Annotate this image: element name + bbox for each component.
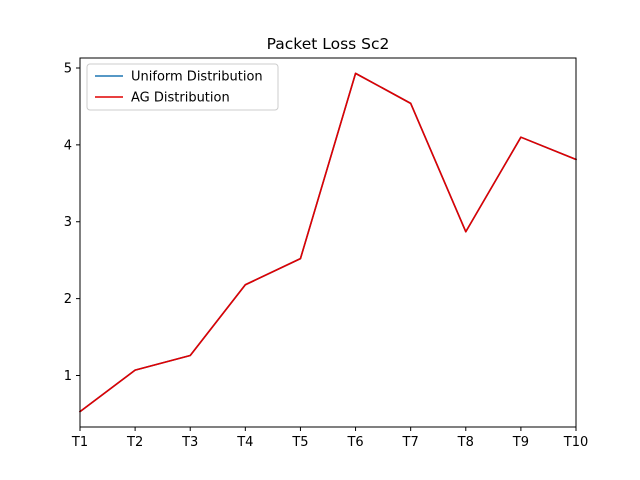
x-tick-label-T5: T5 [291, 435, 308, 450]
axes-frame [79, 57, 577, 428]
x-tick-label-T3: T3 [181, 435, 198, 450]
legend-label-1: Uniform Distribution [131, 70, 263, 85]
x-tick-label-T4: T4 [236, 435, 253, 450]
x-tick-label-T2: T2 [126, 435, 143, 450]
legend: Uniform Distribution AG Distribution [86, 63, 279, 111]
x-tick-label-T1: T1 [71, 435, 88, 450]
x-tick-label-T10: T10 [563, 435, 588, 450]
y-tick-label-3: 3 [64, 215, 72, 230]
chart-title: Packet Loss Sc2 [267, 35, 390, 53]
x-tick-label-T9: T9 [512, 435, 529, 450]
y-tick-label-4: 4 [64, 138, 72, 153]
series-line-1 [78, 72, 578, 413]
y-tick-label-1: 1 [64, 369, 72, 384]
y-tick-label-2: 2 [64, 292, 72, 307]
series-line-2 [78, 72, 578, 413]
plot-area [78, 72, 578, 413]
legend-label-2: AG Distribution [131, 91, 230, 106]
x-tick-label-T6: T6 [346, 435, 363, 450]
y-tick-label-5: 5 [64, 61, 72, 76]
legend-box [86, 63, 279, 111]
x-tick-label-T8: T8 [457, 435, 474, 450]
axes: T1 T2 T3 T4 T5 T6 T7 T8 T9 T10 1 2 3 4 5 [64, 57, 588, 450]
x-tick-label-T7: T7 [402, 435, 419, 450]
